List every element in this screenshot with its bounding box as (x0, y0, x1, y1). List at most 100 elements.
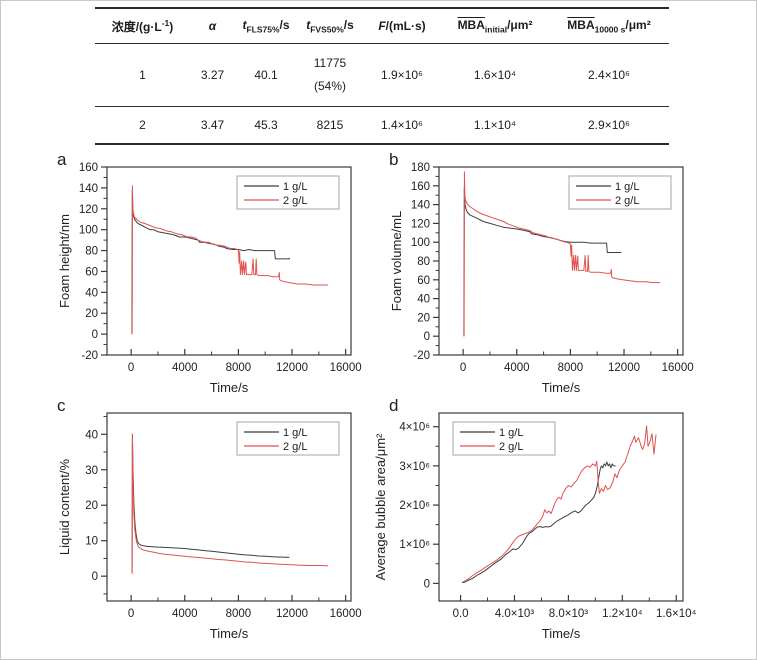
y-tick-label: 120 (411, 218, 430, 230)
x-tick-label: 4000 (172, 608, 198, 620)
y-tick-label: 40 (85, 287, 98, 299)
table-header-cell: 浓度/(g·L-1) (95, 7, 190, 44)
series-line-2-g-L (461, 425, 657, 584)
y-tick-label: 60 (417, 275, 430, 287)
chart-average-bubble-area: 0.0 4.0×10³ 8.0×10³ 1.2×10⁴ 1.6×10⁴ 0 1×10⁶ 2×1… (373, 396, 697, 641)
x-tick-label: 1.2×10⁴ (602, 608, 642, 620)
chart-foam-height: 0 4000 8000 12000 16000 -20 0 20 40 60 80 100 120 140… (57, 150, 362, 395)
x-tick-label: 4000 (504, 362, 530, 374)
table-cell: 1 (95, 43, 190, 107)
y-axis-title: Foam volume/mL (389, 211, 404, 311)
series-line-2-g-L (131, 433, 329, 574)
legend-label: 2 g/L (283, 441, 307, 453)
legend-label: 2 g/L (283, 195, 307, 207)
x-tick-label: 12000 (608, 362, 640, 374)
y-tick-label: 1×10⁶ (399, 539, 430, 551)
x-tick-label: 0.0 (453, 608, 469, 620)
y-axis-title: Liquid content/% (57, 458, 72, 555)
y-tick-label: 180 (411, 162, 430, 174)
y-tick-label: 20 (85, 500, 98, 512)
table-header-cell: tFVS50%/s (297, 7, 363, 44)
plot-box (438, 412, 684, 602)
table-cell: 40.1 (235, 43, 297, 107)
table-cell: 11775 (54%) (297, 43, 363, 107)
y-tick-label: 60 (85, 266, 98, 278)
x-tick-label: 0 (128, 608, 134, 620)
y-tick-label: -20 (81, 350, 98, 362)
results-table: 浓度/(g·L-1) α tFLS75%/s tFVS50%/s F/(mL·s) MBA… (95, 7, 669, 145)
legend-label: 2 g/L (499, 441, 523, 453)
legend-box (236, 421, 340, 456)
x-tick-label: 1.6×10⁴ (656, 608, 696, 620)
series-line-1-g-L (131, 433, 290, 573)
y-tick-label: 40 (85, 429, 98, 441)
table-cell: 8215 (297, 106, 363, 145)
x-tick-label: 8000 (226, 608, 252, 620)
table-cell: 2.4×10⁶ (549, 43, 669, 107)
x-tick-label: 8000 (558, 362, 584, 374)
table-cell: 2.9×10⁶ (549, 106, 669, 145)
table-cell: 3.27 (190, 43, 235, 107)
y-tick-label: 0 (424, 331, 430, 343)
y-tick-label: 140 (411, 200, 430, 212)
legend-box (236, 175, 340, 210)
x-tick-label: 8.0×10³ (549, 608, 588, 620)
table-header-cell: tFLS75%/s (235, 7, 297, 44)
table-cell: 1.4×10⁶ (363, 106, 441, 145)
y-tick-label: 10 (85, 536, 98, 548)
y-tick-label: 120 (79, 204, 98, 216)
x-axis-title: Time/s (542, 626, 581, 641)
x-tick-label: 8000 (226, 362, 252, 374)
plot-box (106, 412, 352, 602)
chart-liquid-content: 0 4000 8000 12000 16000 0 10 20 30 40 Time/s Liquid… (57, 396, 362, 641)
y-tick-label: 160 (411, 181, 430, 193)
y-tick-label: 2×10⁶ (399, 500, 430, 512)
table-header-cell: MBA10000 s/μm² (549, 7, 669, 44)
panel-letter: c (57, 396, 66, 415)
y-tick-label: 0 (92, 329, 98, 341)
y-tick-label: 40 (417, 294, 430, 306)
y-tick-label: 160 (79, 162, 98, 174)
legend-label: 1 g/L (499, 427, 523, 439)
y-tick-label: 20 (417, 312, 430, 324)
x-tick-label: 16000 (330, 362, 362, 374)
panel-letter: a (57, 150, 67, 169)
y-tick-label: 100 (411, 237, 430, 249)
results-table-header: 浓度/(g·L-1) α tFLS75%/s tFVS50%/s F/(mL·s) MBA… (95, 7, 669, 44)
y-tick-label: 3×10⁶ (399, 461, 430, 473)
panel-letter: b (389, 150, 398, 169)
series-line-1-g-L (461, 461, 616, 584)
x-tick-label: 0 (128, 362, 134, 374)
legend-label: 1 g/L (283, 427, 307, 439)
table-header-cell: F/(mL·s) (363, 7, 441, 44)
legend-box (568, 175, 672, 210)
y-tick-label: 20 (85, 308, 98, 320)
y-tick-label: 80 (417, 256, 430, 268)
table-header-cell: MBAinitial/μm² (441, 7, 549, 44)
y-tick-label: 100 (79, 225, 98, 237)
legend-box (452, 421, 556, 456)
series-line-1-g-L (131, 189, 291, 335)
series-line-2-g-L (463, 171, 661, 337)
y-axis-title: Average bubble area/μm² (373, 433, 388, 580)
panel-letter: d (389, 396, 398, 415)
table-header-cell: α (190, 7, 235, 44)
y-tick-label: 30 (85, 465, 98, 477)
x-tick-label: 12000 (276, 608, 308, 620)
x-tick-label: 16000 (662, 362, 694, 374)
legend-label: 1 g/L (615, 181, 639, 193)
x-axis-title: Time/s (542, 380, 581, 395)
legend-label: 1 g/L (283, 181, 307, 193)
series-line-1-g-L (463, 187, 622, 337)
legend-label: 2 g/L (615, 195, 639, 207)
table-cell: 2 (95, 106, 190, 145)
y-tick-label: 140 (79, 183, 98, 195)
y-axis-title: Foam height/nm (57, 214, 72, 308)
y-tick-label: 80 (85, 246, 98, 258)
table-cell: 3.47 (190, 106, 235, 145)
y-tick-label: 4×10⁶ (399, 422, 430, 434)
x-tick-label: 0 (460, 362, 466, 374)
y-tick-label: 0 (92, 571, 98, 583)
table-row: 2 3.47 45.3 8215 1.4×10⁶ 1.1×10⁴ 2.9×10⁶ (95, 106, 669, 145)
